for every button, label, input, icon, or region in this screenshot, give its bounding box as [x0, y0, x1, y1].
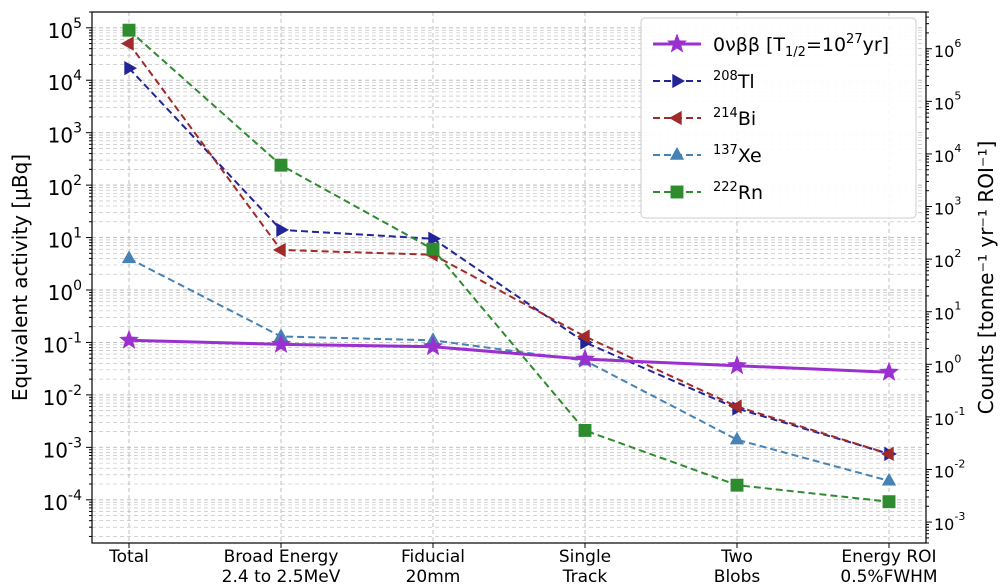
left-tick-label: 102 [48, 173, 82, 200]
legend-label: 222Rn [713, 180, 763, 204]
data-point [120, 36, 134, 51]
left-tick-label: 10-1 [43, 330, 82, 357]
right-tick-label: 102 [934, 247, 961, 271]
right-tick-label: 100 [934, 352, 961, 376]
legend: 0νββ [T1/2=1027yr] 208Tl 214Bi 137Xe 222Rn [640, 17, 917, 219]
data-point [881, 472, 897, 486]
right-tick-label: 106 [934, 37, 961, 61]
legend-label: 137Xe [713, 143, 762, 167]
legend-box [640, 17, 917, 219]
data-point [272, 242, 286, 258]
x-category-label: Broad Energy [224, 547, 339, 567]
plot-frame [91, 11, 927, 544]
legend-label: 214Bi [713, 106, 756, 130]
left-tick-label: 100 [48, 278, 82, 305]
series-line [128, 29, 890, 503]
data-point [730, 478, 744, 492]
legend-marker [669, 146, 685, 160]
left-tick-label: 10-4 [43, 488, 83, 514]
data-point [882, 495, 896, 509]
right-tick-label: 10-1 [934, 405, 965, 429]
data-point [428, 231, 442, 246]
left-tick-label: 104 [48, 68, 82, 95]
legend-label: 0νββ [T1/2=1027yr] [713, 32, 889, 60]
x-category-label: 0.5%FWHM [840, 567, 937, 585]
data-point [122, 23, 136, 37]
series-214bi [120, 36, 894, 462]
left-tick-label: 10-3 [43, 435, 82, 462]
data-point [124, 60, 138, 76]
left-tick-label: 103 [48, 121, 82, 148]
y-axis-label-left: Equivalent activity [μBq] [8, 154, 32, 401]
data-point [276, 222, 290, 238]
data-point [576, 329, 590, 344]
right-tick-label: 103 [934, 195, 961, 219]
x-category-label: Energy ROI [841, 547, 936, 567]
x-category-label: 20mm [406, 567, 461, 585]
data-point [728, 399, 742, 414]
data-point [880, 446, 894, 462]
series-layer [118, 23, 900, 509]
legend-marker [668, 110, 682, 126]
data-point [118, 329, 140, 349]
data-point [270, 333, 292, 354]
data-point [426, 242, 440, 256]
x-category-label: Blobs [714, 567, 761, 585]
right-tick-label: 104 [934, 142, 961, 166]
data-point [578, 423, 592, 437]
data-point [574, 348, 596, 368]
y-axis-label-right: Counts [tonne⁻¹ yr⁻¹ ROI⁻¹] [974, 141, 998, 415]
legend-label: 208Tl [713, 69, 755, 93]
right-tick-label: 10-3 [934, 510, 965, 534]
left-tick-label: 105 [48, 16, 82, 42]
series-line [128, 67, 890, 455]
legend-marker [670, 185, 684, 199]
legend-marker [666, 33, 688, 53]
right-tick-label: 105 [934, 89, 961, 113]
x-category-label: Fiducial [401, 547, 465, 567]
data-point [121, 250, 137, 264]
x-category-label: Total [108, 547, 149, 567]
x-category-label: 2.4 to 2.5MeV [222, 567, 341, 585]
data-point [726, 355, 748, 375]
right-tick-label: 101 [934, 300, 961, 324]
x-category-label: Two [720, 547, 753, 567]
axis-layer: 10-4 10-3 10-2 10-1 100 101 102 103 104 105 10-3 10… [43, 11, 965, 585]
data-point [729, 431, 745, 445]
x-category-label: Single [559, 547, 611, 567]
right-tick-label: 10-2 [934, 457, 965, 481]
data-point [274, 158, 288, 172]
series-0-t1-2-10-yr- [118, 329, 900, 381]
series-line [128, 42, 890, 455]
legend-marker [672, 73, 686, 89]
series-line [128, 338, 890, 374]
left-tick-label: 101 [48, 226, 82, 253]
series-line [128, 257, 890, 482]
data-point [422, 335, 444, 356]
x-category-label: Track [562, 567, 608, 585]
left-tick-label: 10-2 [43, 383, 82, 410]
series-222rn [122, 23, 896, 509]
data-point [878, 361, 900, 381]
